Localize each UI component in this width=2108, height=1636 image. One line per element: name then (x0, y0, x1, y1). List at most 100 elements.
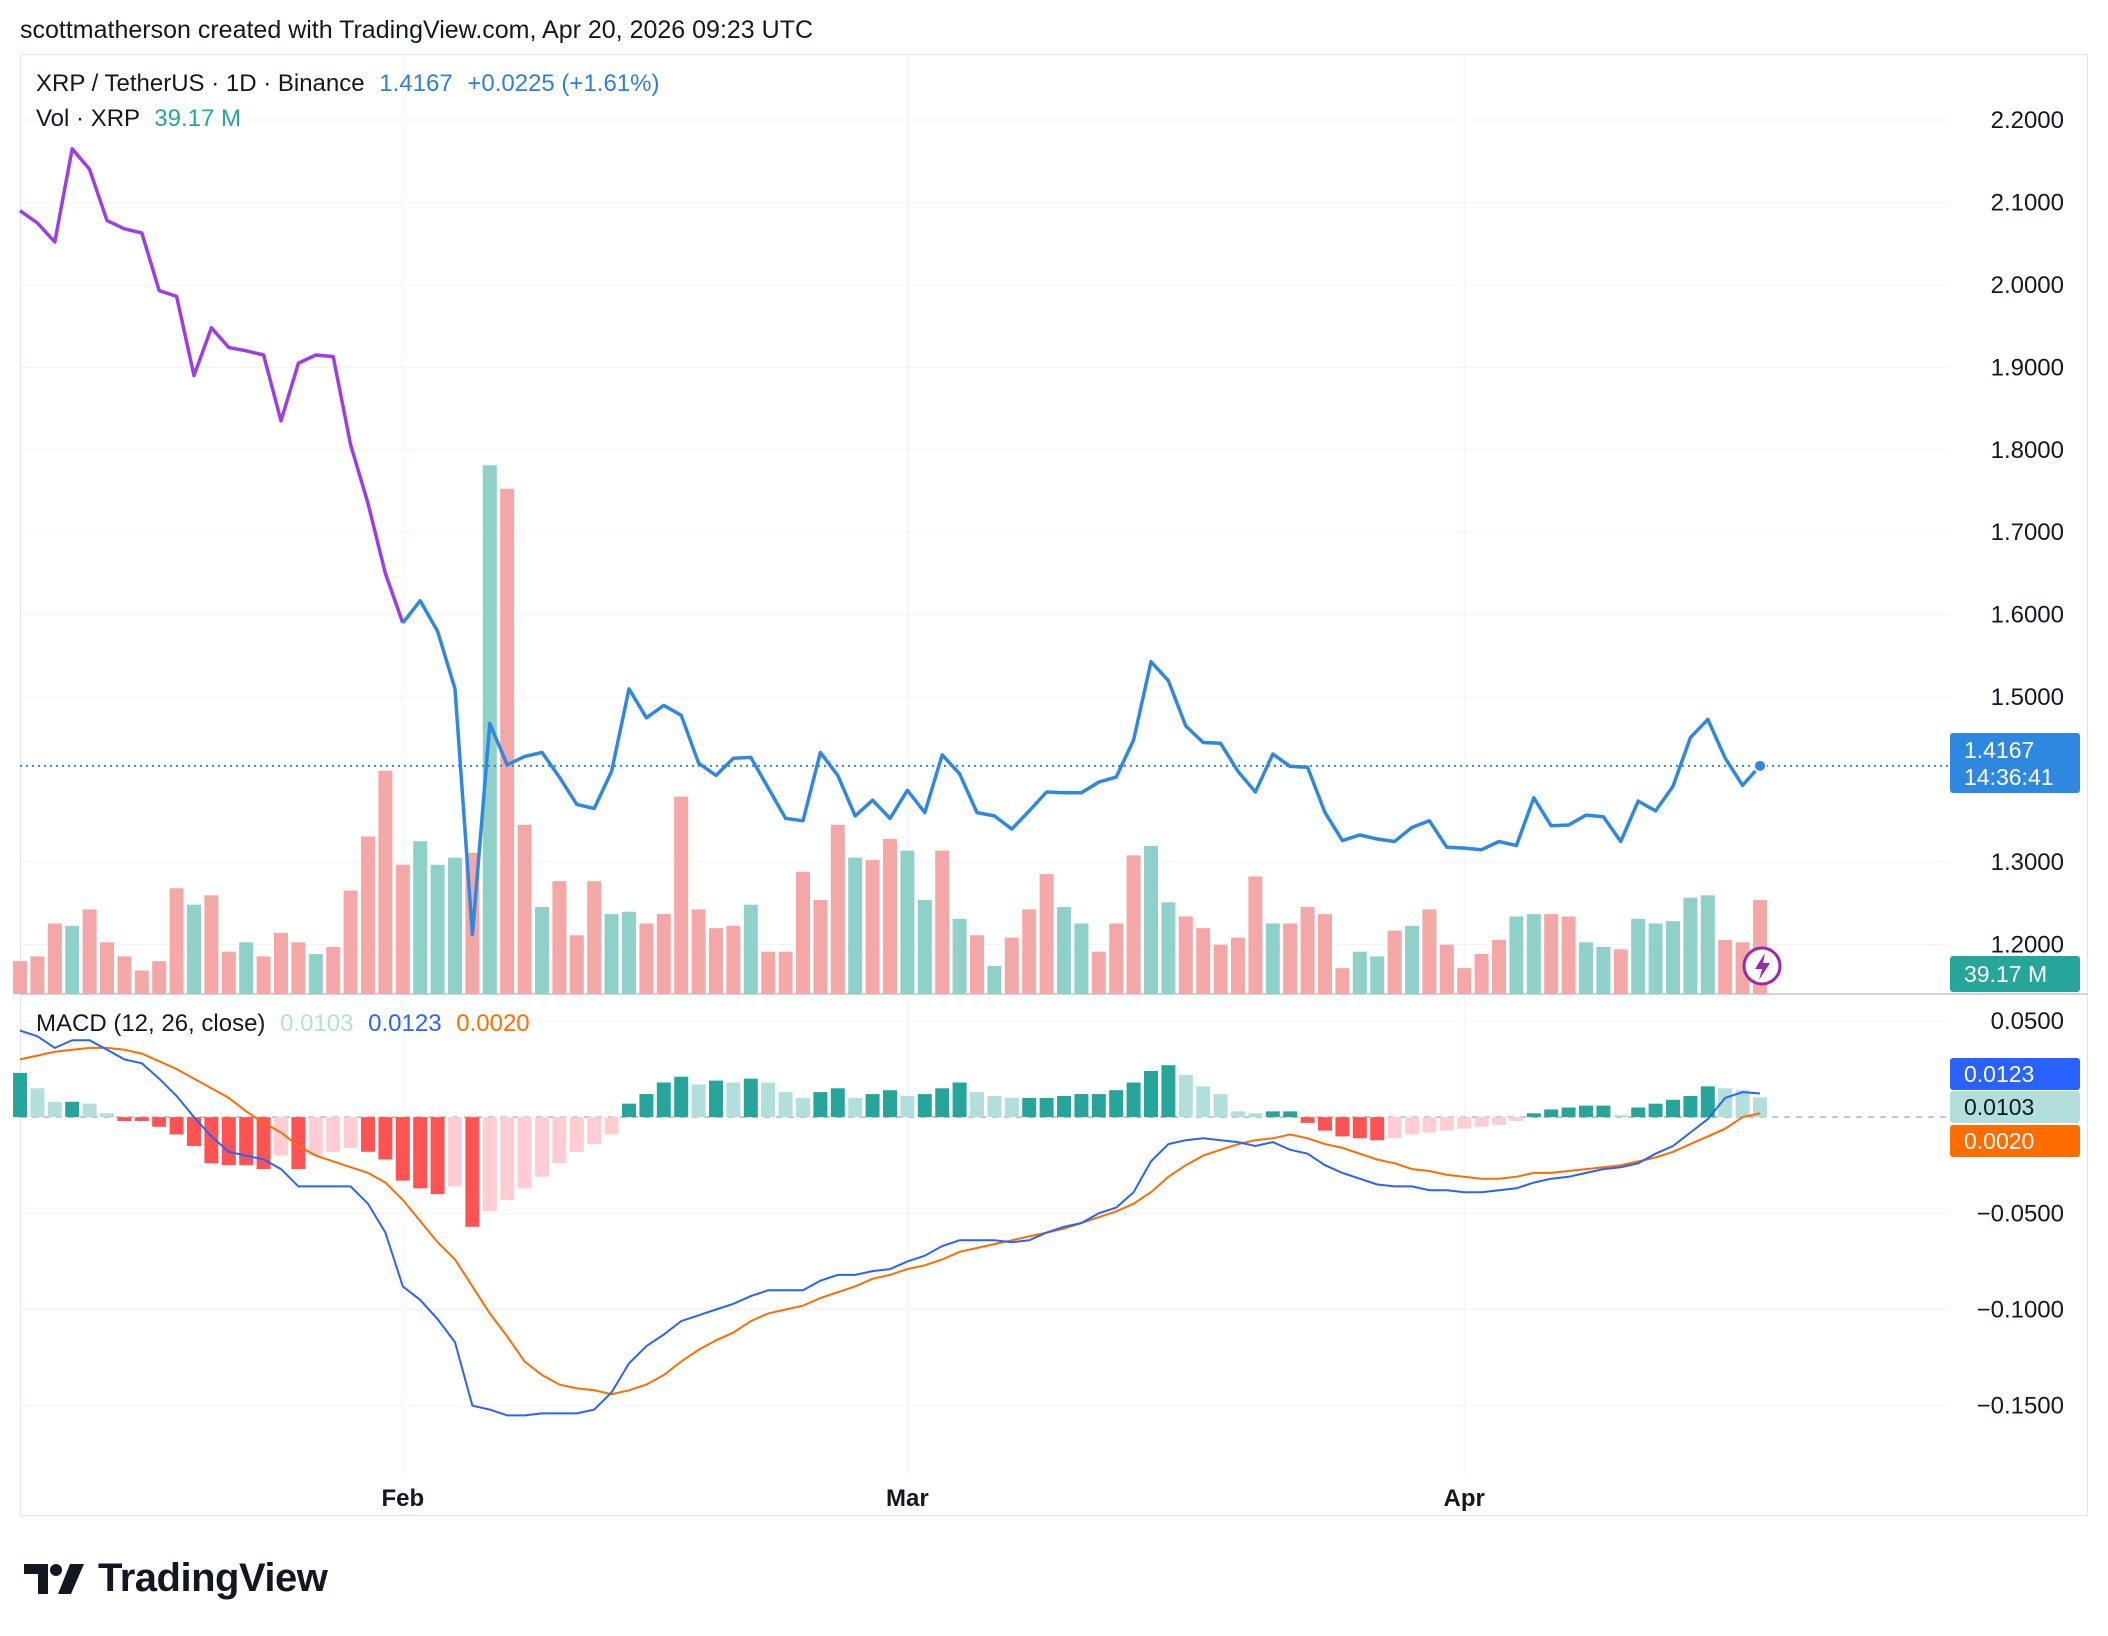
macd-histogram-bar (221, 1117, 236, 1166)
volume-bar (535, 907, 549, 994)
volume-bar (1474, 954, 1489, 994)
macd-signal-value: 0.0020 (456, 1010, 530, 1037)
macd-histogram-bar (256, 1117, 271, 1170)
macd-tick-label: −0.1000 (1977, 1297, 2064, 1324)
volume-bar (743, 904, 758, 994)
macd-histogram-bar (569, 1117, 584, 1152)
macd-histogram-bar (100, 1113, 114, 1118)
macd-histogram-bar (935, 1088, 950, 1118)
macd-signal-tag: 0.0020 (1950, 1125, 2080, 1157)
volume-bar (1057, 907, 1071, 994)
macd-legend[interactable]: MACD (12, 26, close) 0.0103 0.0123 0.002… (36, 1010, 530, 1038)
macd-tick-label: −0.1500 (1977, 1393, 2064, 1420)
volume-bar (378, 770, 393, 994)
macd-signal-line (19, 1046, 1761, 1396)
volume-bar (413, 841, 428, 994)
volume-bar (1683, 897, 1698, 994)
volume-bars (13, 465, 1767, 994)
volume-bar (1422, 909, 1437, 994)
volume-bar (256, 956, 271, 994)
macd-histogram-bar (1544, 1109, 1559, 1118)
volume-bar (395, 864, 410, 994)
price-legend[interactable]: XRP / TetherUS · 1D · Binance 1.4167 +0.… (36, 70, 659, 98)
volume-bar (1144, 845, 1158, 994)
volume-bar (169, 888, 184, 994)
macd-histogram-bar (413, 1117, 428, 1189)
macd-histogram-bar (1457, 1117, 1472, 1129)
volume-bar (1039, 874, 1054, 994)
macd-histogram-bar (343, 1117, 358, 1148)
volume-bar (865, 860, 880, 994)
macd-histogram-bar (830, 1088, 845, 1118)
macd-histogram-bar (535, 1117, 549, 1177)
volume-bar (569, 935, 584, 994)
volume-bar (1004, 937, 1019, 994)
volume-bar (674, 796, 689, 994)
macd-histogram-bar (134, 1117, 149, 1121)
macd-histogram-bar (308, 1117, 323, 1156)
macd-histogram-bar (1666, 1099, 1680, 1118)
x-tick-label: Mar (886, 1485, 929, 1512)
volume-bar (1526, 914, 1541, 994)
macd-histogram-bar (1318, 1117, 1332, 1131)
volume-bar (1022, 909, 1037, 994)
macd-histogram-bar (1370, 1117, 1385, 1141)
macd-histogram-bar (291, 1117, 306, 1170)
macd-histogram-bar (82, 1103, 97, 1118)
macd-histogram-bar (1579, 1105, 1593, 1118)
macd-label[interactable]: MACD (12, 26, close) (36, 1010, 266, 1037)
macd-histogram-bar (970, 1092, 984, 1118)
price-tick-label: 2.0000 (1991, 272, 2064, 299)
volume-bar (813, 900, 828, 994)
macd-histogram-bar (1596, 1105, 1611, 1118)
macd-histogram-bar (1700, 1086, 1715, 1118)
macd-histogram-bar (1057, 1095, 1071, 1118)
volume-bar (970, 935, 984, 994)
volume-bar (917, 900, 932, 994)
macd-histogram-bar (117, 1117, 132, 1121)
macd-histogram-bar (709, 1080, 723, 1118)
macd-histogram-bar (1178, 1074, 1193, 1118)
macd-histogram-bar (1405, 1117, 1419, 1135)
macd-histogram-bar (448, 1117, 462, 1187)
symbol-label[interactable]: XRP / TetherUS · 1D · Binance (36, 70, 365, 97)
volume-bar (604, 914, 619, 994)
volume-bar (1248, 876, 1263, 994)
macd-histogram-bar (187, 1117, 201, 1146)
macd-histogram-value: 0.0103 (280, 1010, 354, 1037)
macd-histogram-bar (430, 1117, 445, 1195)
macd-tick-label: −0.0500 (1977, 1200, 2064, 1227)
volume-label[interactable]: Vol · XRP (36, 105, 140, 132)
macd-histogram-bar (65, 1101, 80, 1118)
volume-bar (500, 488, 515, 994)
volume-bar (1457, 968, 1472, 994)
volume-bar (1109, 923, 1124, 994)
volume-legend[interactable]: Vol · XRP 39.17 M (36, 105, 241, 133)
macd-histogram-bar (639, 1094, 654, 1118)
macd-histogram-bar (169, 1117, 184, 1135)
macd-histogram-bar (1248, 1113, 1263, 1118)
volume-bar (726, 925, 741, 994)
macd-histogram-bar (674, 1076, 689, 1118)
macd-histogram-bar (1109, 1090, 1124, 1118)
lightning-icon[interactable] (1742, 946, 1782, 986)
volume-tag: 39.17 M (1950, 956, 2080, 992)
macd-histogram-bar (274, 1117, 288, 1156)
volume-bar (274, 932, 288, 994)
volume-bar (1352, 951, 1367, 994)
macd-histogram-bar (152, 1117, 167, 1127)
macd-histogram-bar (500, 1117, 515, 1200)
volume-bar (239, 942, 254, 994)
macd-histogram-tag: 0.0103 (1950, 1091, 2080, 1123)
volume-bar (187, 904, 201, 994)
grid-lines (20, 54, 1950, 1475)
tradingview-logo[interactable]: TradingView (24, 1556, 328, 1601)
last-price-tag: 1.4167 14:36:41 (1950, 733, 2080, 793)
macd-histogram-bar (465, 1117, 480, 1227)
macd-histogram-bar (1352, 1117, 1367, 1139)
macd-histogram-bar (1074, 1094, 1089, 1118)
price-tick-label: 1.5000 (1991, 684, 2064, 711)
volume-bar (1283, 923, 1298, 994)
tradingview-brand-text: TradingView (98, 1556, 328, 1600)
